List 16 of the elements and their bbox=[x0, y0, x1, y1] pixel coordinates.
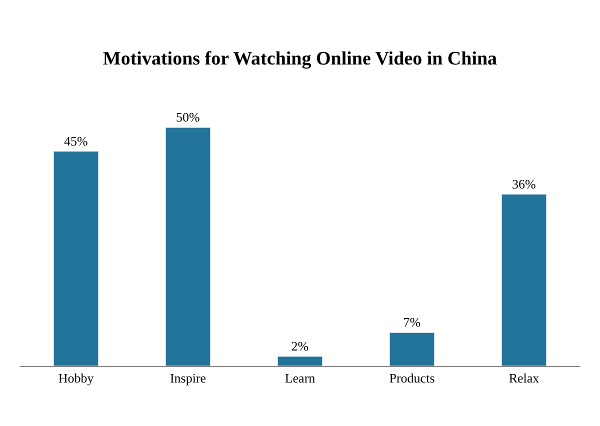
x-tick-label: Hobby bbox=[58, 370, 94, 386]
chart-title: Motivations for Watching Online Video in China bbox=[102, 48, 498, 70]
data-label: 2% bbox=[291, 338, 309, 354]
data-label: 7% bbox=[403, 314, 421, 330]
x-tick-label: Learn bbox=[284, 370, 316, 386]
data-label: 36% bbox=[512, 176, 536, 192]
x-tick-label: Relax bbox=[508, 370, 540, 386]
x-tick-label: Inspire bbox=[170, 370, 206, 386]
bar bbox=[53, 151, 99, 366]
bar bbox=[389, 332, 435, 366]
bar bbox=[277, 356, 323, 366]
bar bbox=[501, 194, 547, 366]
data-label: 45% bbox=[64, 133, 88, 148]
bar bbox=[165, 127, 211, 366]
data-label: 50% bbox=[176, 110, 200, 125]
x-tick-label: Products bbox=[389, 370, 435, 386]
